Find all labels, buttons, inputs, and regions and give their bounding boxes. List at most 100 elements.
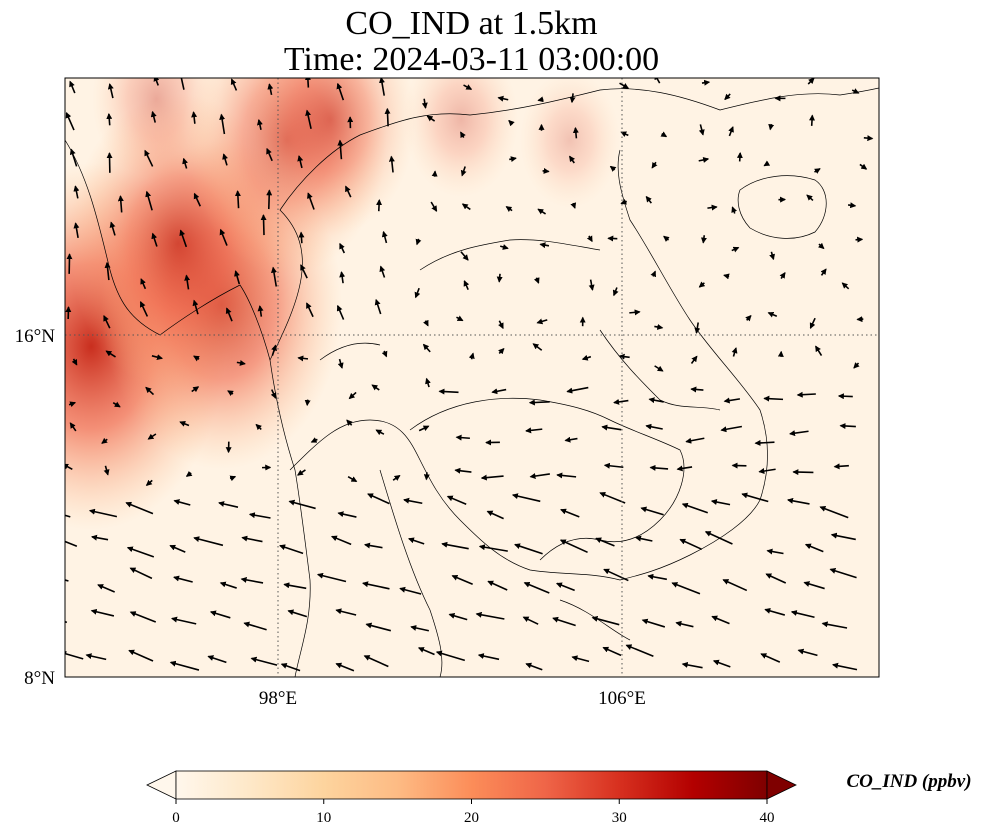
wind-arrow [833,463,849,470]
wind-arrow [522,616,539,625]
wind-arrow [712,659,731,668]
wind-arrow [335,662,355,672]
wind-arrow [818,242,825,250]
wind-arrow [599,492,626,504]
x-tick-label: 106°E [598,688,646,709]
wind-arrow [839,423,856,429]
y-tick-label: 16°N [15,326,56,347]
wind-arrow [430,201,438,212]
wind-arrow [731,347,738,357]
wind-arrow [649,464,669,471]
wind-arrow [65,620,68,624]
wind-arrow [803,581,825,590]
wind-arrow [209,610,231,619]
wind-arrow [829,568,857,579]
wind-arrow [480,474,504,481]
wind-arrow [487,580,508,591]
wind-arrow [641,618,666,628]
wind-arrow [855,236,864,243]
wind-arrow [73,185,80,199]
wind-arrow [629,309,641,316]
colorbar-tick-label: 30 [612,810,627,826]
wind-arrow [381,230,388,244]
colorbar-label: CO_IND (ppbv) [846,771,971,792]
wind-arrow [809,317,816,329]
wind-arrow [566,386,589,394]
colorbar-tick-label: 0 [172,810,180,826]
wind-arrow [609,165,617,172]
wind-arrow [307,192,315,210]
wind-arrow [153,78,160,86]
wind-arrow [736,151,743,162]
wind-arrow [847,202,857,209]
wind-arrow [552,616,576,627]
wind-arrow [681,661,703,669]
wind-arrow [192,299,199,315]
wind-arrow [671,582,701,595]
wind-arrow [145,386,155,396]
wind-arrow [193,536,224,547]
wind-arrow [498,348,505,355]
wind-arrow [129,567,153,580]
wind-arrow [230,78,238,91]
wind-arrow [763,395,784,402]
co-plume [519,78,621,209]
wind-arrow [635,535,653,542]
wind-arrow [555,582,575,592]
wind-arrow [618,353,630,360]
wind-arrow [408,537,425,545]
wind-arrow [767,311,778,318]
wind-arrow [455,434,470,441]
wind-arrow [180,78,185,90]
wind-arrow [602,646,622,657]
wind-arrow [701,79,711,86]
wind-arrow [731,246,740,253]
wind-arrow [375,429,385,436]
wind-arrow [514,543,543,555]
wind-arrow [381,350,388,358]
wind-arrow [764,607,786,616]
wind-arrow [88,508,118,518]
wind-arrow [139,301,149,317]
wind-arrow [422,343,431,353]
wind-arrow [832,662,858,671]
colorbar-min-extend [146,770,177,800]
wind-arrow [384,107,391,127]
wind-arrow [851,88,860,94]
wind-arrow [496,273,503,283]
wind-arrow [335,608,357,616]
wind-arrow [310,437,318,443]
wind-arrow [266,147,273,162]
wind-arrow [336,304,345,320]
wind-arrow [509,156,517,163]
wind-arrow [222,153,228,166]
wind-arrow [107,83,114,99]
wind-arrow [219,581,237,589]
wind-arrow [675,620,694,628]
wind-arrow [511,493,541,503]
wind-arrow [399,586,422,595]
wind-arrow [821,621,848,629]
wind-arrow [388,155,395,173]
co-plume [245,78,416,236]
wind-arrow [403,497,423,505]
wind-arrow [478,544,508,552]
wind-arrow [620,198,628,205]
gridlines [65,78,879,677]
wind-arrow [559,539,588,554]
wind-arrow [234,270,241,285]
wind-arrow [654,78,661,84]
wind-arrow [304,399,311,407]
wind-arrow [316,572,347,583]
wind-arrow [741,492,769,503]
wind-arrow [415,238,422,246]
wind-arrow [806,194,814,202]
wind-arrow [305,109,312,129]
wind-arrow [461,203,471,211]
wind-arrow [619,82,629,89]
wind-arrow [346,419,353,426]
wind-arrow [581,354,592,361]
wind-arrow [363,655,389,668]
wind-arrow [819,505,849,519]
wind-arrow [173,575,193,583]
